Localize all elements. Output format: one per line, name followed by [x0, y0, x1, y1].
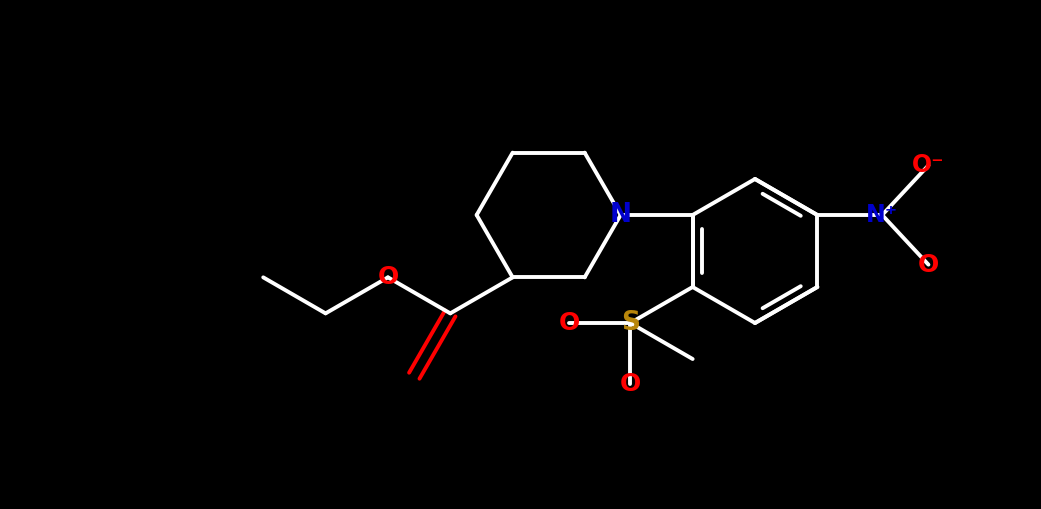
Text: S: S [620, 310, 640, 336]
Text: N⁺: N⁺ [866, 203, 898, 227]
Text: O: O [619, 372, 641, 396]
Text: O: O [918, 252, 939, 276]
Text: O⁻: O⁻ [912, 153, 945, 177]
Text: O: O [558, 311, 580, 335]
Text: O: O [377, 265, 399, 289]
Text: N: N [610, 202, 632, 228]
